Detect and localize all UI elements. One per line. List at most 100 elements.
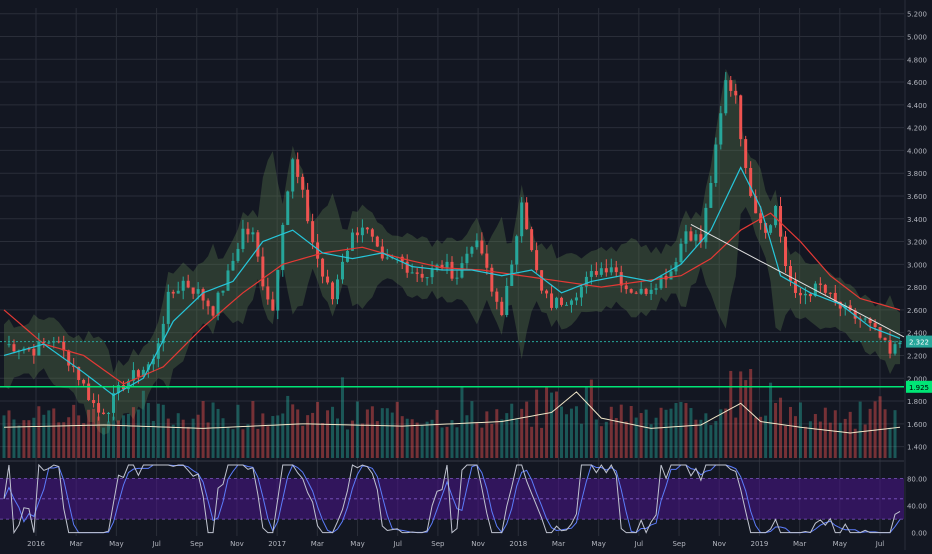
candle-body <box>564 304 568 306</box>
volume-bar <box>579 423 583 458</box>
volume-bar <box>793 416 797 458</box>
volume-bar <box>649 424 653 458</box>
y-tick-label: 2.400 <box>907 330 927 338</box>
candle-body <box>241 228 245 249</box>
candle-body <box>485 253 489 268</box>
volume-bar <box>326 410 330 458</box>
candle-body <box>196 289 200 294</box>
volume-bar <box>500 419 504 458</box>
candle-body <box>569 300 573 305</box>
x-tick-label: Sep <box>190 540 204 548</box>
volume-bar <box>739 371 743 458</box>
volume-bar <box>540 427 544 458</box>
candle-body <box>550 293 554 308</box>
x-tick-label: Sep <box>672 540 686 548</box>
volume-bar <box>555 391 559 458</box>
candle-body <box>97 403 101 413</box>
volume-bar <box>699 419 703 458</box>
candle-body <box>126 380 130 390</box>
volume-bar <box>181 419 185 458</box>
volume-bar <box>888 427 892 458</box>
candle-body <box>833 292 837 302</box>
candle-body <box>236 248 240 261</box>
candle-body <box>684 231 688 244</box>
volume-bar <box>788 406 792 458</box>
candle-body <box>863 318 867 320</box>
volume-bar <box>77 415 81 458</box>
candle-body <box>191 287 195 294</box>
candle-body <box>848 305 852 311</box>
volume-bar <box>823 407 827 458</box>
volume-bar <box>490 423 494 458</box>
candle-body <box>116 385 120 394</box>
candle-body <box>555 297 559 308</box>
candle-body <box>12 344 16 352</box>
volume-bar <box>455 427 459 458</box>
y-tick-label: 2.600 <box>907 307 927 315</box>
volume-bar <box>286 395 290 458</box>
candle-body <box>181 280 185 291</box>
volume-bar <box>674 403 678 458</box>
volume-bar <box>445 426 449 458</box>
candle-body <box>425 277 429 279</box>
volume-bar <box>47 410 51 458</box>
volume-bar <box>161 404 165 458</box>
y-tick-label: 3.400 <box>907 216 927 224</box>
volume-bar <box>848 411 852 458</box>
volume-bar <box>136 409 140 458</box>
candle-body <box>301 176 305 190</box>
volume-bar <box>62 422 66 458</box>
volume-bar <box>535 389 539 458</box>
candle-body <box>355 232 359 236</box>
volume-bar <box>589 379 593 458</box>
candle-body <box>221 290 225 293</box>
volume-bar <box>350 420 354 458</box>
x-tick-label: Mar <box>793 540 806 548</box>
candle-body <box>256 232 260 257</box>
volume-bar <box>32 417 36 458</box>
candle-body <box>495 291 499 302</box>
volume-bar <box>530 426 534 458</box>
y-tick-label: 4.000 <box>907 147 927 155</box>
volume-bar <box>126 413 130 458</box>
candle-body <box>146 364 150 370</box>
candle-body <box>644 288 648 294</box>
candle-body <box>331 282 335 300</box>
x-tick-label: Jul <box>875 540 885 548</box>
candle-body <box>604 268 608 273</box>
candle-body <box>510 264 514 286</box>
volume-bar <box>769 382 773 458</box>
candle-body <box>878 327 882 338</box>
candle-body <box>131 370 135 381</box>
candle-body <box>599 268 603 275</box>
candle-body <box>271 299 275 311</box>
candle-body <box>321 258 325 277</box>
candle-body <box>560 297 564 305</box>
volume-bar <box>211 402 215 458</box>
oscillator-panel <box>0 463 904 535</box>
candle-body <box>67 350 71 366</box>
volume-bar <box>121 415 125 458</box>
x-tick-label: Nov <box>230 540 244 548</box>
overlay-lines <box>0 166 905 434</box>
candle-body <box>405 261 409 273</box>
volume-bar <box>166 418 170 458</box>
volume-bar <box>365 409 369 458</box>
y-tick-label: 3.600 <box>907 193 927 201</box>
volume-bar <box>380 408 384 458</box>
volume-bar <box>261 413 265 458</box>
candle-body <box>609 267 613 273</box>
x-tick-label: 2016 <box>27 540 45 548</box>
candle-body <box>619 272 623 286</box>
volume-bar <box>375 421 379 458</box>
candle-body <box>475 240 479 248</box>
volume-bars <box>2 369 897 458</box>
volume-bar <box>659 407 663 458</box>
candle-body <box>82 379 86 384</box>
y-tick-label: 1.600 <box>907 421 927 429</box>
y-tick-label: 4.800 <box>907 56 927 64</box>
